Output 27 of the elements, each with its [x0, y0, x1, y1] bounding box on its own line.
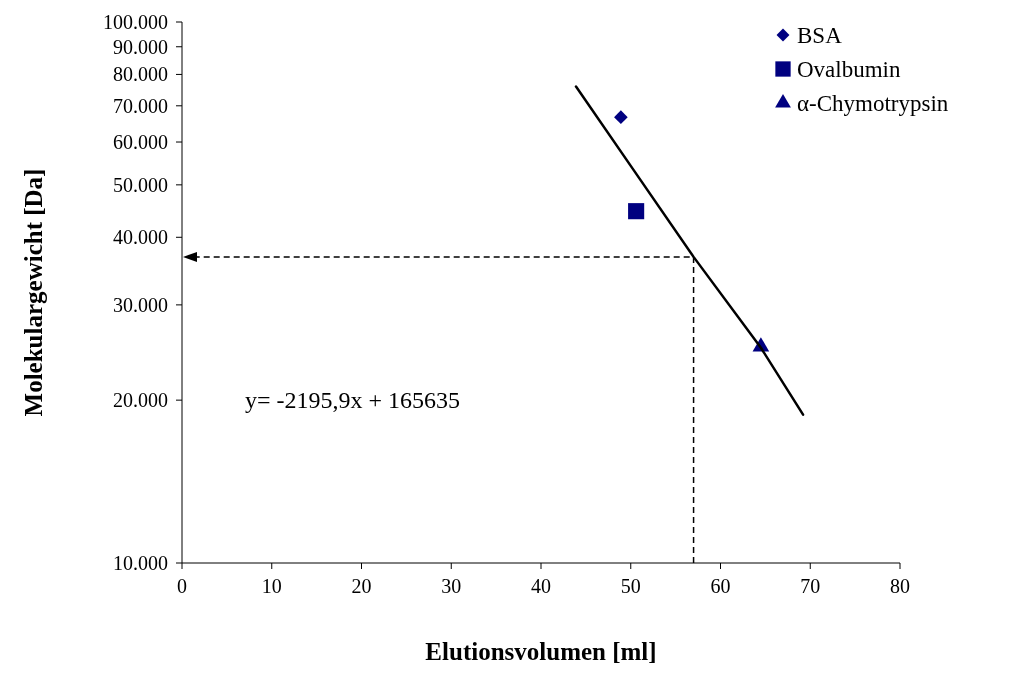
y-tick-label: 60.000 — [113, 131, 168, 154]
x-tick-label: 0 — [177, 575, 187, 597]
point — [628, 203, 645, 220]
x-tick-label: 30 — [441, 575, 462, 597]
x-tick-label: 40 — [531, 575, 551, 597]
point — [614, 110, 628, 124]
legend-label: BSA — [797, 23, 843, 49]
y-tick-label: 20.000 — [113, 389, 168, 412]
y-tick-label: 70.000 — [113, 94, 168, 117]
x-tick-label: 80 — [890, 575, 910, 597]
x-tick-label: 70 — [800, 575, 821, 597]
x-axis-title: Elutionsvolumen [ml] — [425, 638, 657, 665]
y-tick-label: 40.000 — [113, 226, 168, 249]
x-tick-label: 10 — [261, 575, 282, 597]
y-tick-label: 30.000 — [113, 293, 168, 316]
y-axis-title: Molekulargewicht [Da] — [20, 168, 47, 417]
x-tick-label: 50 — [620, 575, 641, 597]
y-tick-label: 100.000 — [103, 11, 168, 33]
y-tick-label: 10.000 — [113, 552, 168, 574]
y-tick-label: 90.000 — [113, 35, 168, 58]
legend-label: α-Chymotrypsin — [797, 91, 949, 117]
x-tick-label: 60 — [710, 575, 731, 597]
legend-label: Ovalbumin — [797, 57, 901, 83]
annotation: y= -2195,9x + 165635 — [245, 387, 461, 413]
x-tick-label: 20 — [351, 575, 372, 597]
y-tick-label: 80.000 — [113, 63, 168, 86]
y-tick-label: 50.000 — [113, 173, 168, 196]
